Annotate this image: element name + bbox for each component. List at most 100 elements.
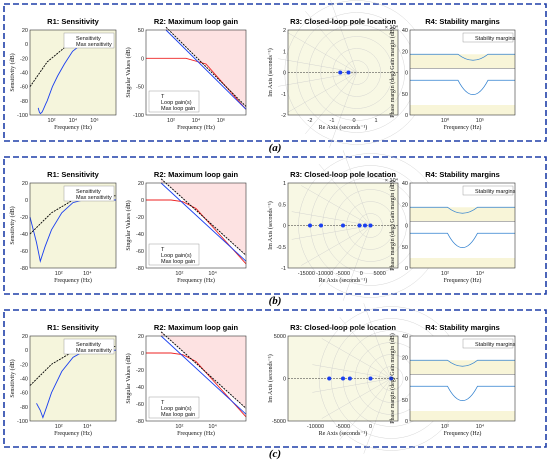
subplot-3: R3: Closed-loop pole location -10000 -5000… (267, 303, 464, 454)
y-tick-label: 0 (25, 198, 28, 204)
x-tick-label: -5000 (336, 424, 350, 430)
series-line (160, 178, 247, 256)
y-tick-label: 0 (283, 377, 286, 383)
pole-marker (308, 223, 312, 228)
subplot-2: R2: Maximum loop gain 10² 10⁴ 10⁶ 50 0 -50 -100… (125, 17, 247, 131)
grid-ring (308, 24, 405, 121)
x-axis-label: Frequency (Hz) (177, 124, 215, 131)
y-tick-label: 2 (283, 28, 286, 34)
legend-entry: Sensitivity (76, 36, 101, 42)
y-axis-label: Im Axis (seconds⁻¹) (267, 354, 274, 403)
y-tick-label: -0.5 (277, 245, 286, 251)
axes-frame (29, 29, 117, 116)
y-tick-label: -40 (20, 377, 28, 383)
y-tick-label: 20 (402, 202, 408, 208)
series-line (146, 57, 247, 110)
grid-ray (339, 317, 392, 379)
x-tick-label: 0 (360, 271, 363, 277)
subplot-4: R4: Stability margins 10² 10⁴ 40 20 0 50 0 Frequ… (389, 323, 516, 437)
pole-marker (341, 376, 345, 381)
legend-entry: Sensitivity (76, 342, 101, 348)
gain-band (410, 360, 515, 375)
pole-marker (368, 376, 373, 381)
subplot-4: R4: Stability margins 10² 10⁴ 40 20 0 50 0 Frequ… (389, 170, 516, 284)
y-tick-label: -60 (136, 249, 144, 255)
panel-caption: (b) (269, 295, 282, 307)
x-tick-label: 10² (48, 118, 56, 124)
grid-ring (332, 48, 381, 97)
chart-title: R4: Stability margins (425, 170, 500, 179)
chart-title: R1: Sensitivity (47, 170, 100, 179)
grid-ray (342, 225, 371, 301)
y-tick-label: -100 (17, 419, 28, 425)
axes-frame (29, 335, 117, 422)
x-tick-label: 5000 (374, 271, 386, 277)
chart-title: R1: Sensitivity (47, 17, 100, 26)
plot-background (410, 336, 515, 421)
y-tick-label: 0 (405, 224, 408, 230)
grid-ring (344, 60, 369, 85)
x-tick-label: -1 (330, 118, 335, 124)
legend-entry: Stability margins (475, 342, 516, 348)
phase-margin-line (410, 232, 515, 249)
y-tick-label: -40 (136, 232, 144, 238)
y-tick-label: 0 (283, 71, 286, 77)
y-axis-label: Singular Values (dB) (125, 47, 132, 97)
y-tick-label: 20 (402, 355, 408, 361)
x-axis-label: Frequency (Hz) (444, 430, 482, 437)
y-tick-label: -80 (20, 99, 28, 105)
legend-entry: Max loop gain (161, 259, 195, 265)
grid-ray (305, 72, 357, 134)
x-tick-label: -15000 (298, 271, 315, 277)
x-axis-label: Frequency (Hz) (444, 124, 482, 131)
gain-band (410, 207, 515, 222)
y-tick-label: 20 (22, 181, 28, 187)
y-tick-label: 0.5 (278, 202, 286, 208)
legend-box (462, 185, 514, 196)
x-tick-label: -10000 (316, 271, 333, 277)
chart-title: R2: Maximum loop gain (154, 170, 239, 179)
gain-margin-line (410, 206, 515, 214)
y-tick-label: 0 (405, 113, 408, 119)
x-tick-label: 0 (352, 118, 355, 124)
subplot-1: R1: Sensitivity 10² 10⁴ 20 0 -20 -40 -60 -80 -100… (9, 323, 117, 437)
y-axis-label: Singular Values (dB) (125, 200, 132, 250)
y-tick-label: -2 (281, 113, 286, 119)
pole-marker (357, 223, 362, 228)
y-axis-label: Phase margin (deg) Gain margin (dB) (389, 333, 396, 424)
legend-box (63, 338, 115, 355)
y-tick-label: -80 (20, 266, 28, 272)
x-tick-label: 10⁰ (441, 117, 450, 124)
grid-ray (321, 378, 392, 419)
y-tick-label: -60 (136, 402, 144, 408)
pole-marker (341, 223, 345, 228)
x-axis-label: Re Axis (seconds⁻¹) (319, 430, 368, 437)
legend-entry: T (161, 247, 165, 253)
legend-box (148, 396, 200, 419)
y-axis-label: Sensitivity (dB) (9, 206, 16, 244)
chart-title: R4: Stability margins (425, 17, 500, 26)
x-tick-label: 1 (374, 118, 377, 124)
grid-ray (287, 72, 357, 113)
grid-ray (277, 72, 357, 87)
phase-margin-line (410, 385, 515, 402)
y-tick-label: 0 (405, 419, 408, 425)
x-tick-label: -5000 (336, 271, 350, 277)
y-tick-label: -60 (20, 391, 28, 397)
y-axis-label: Phase margin (deg) Gain margin (dB) (389, 180, 396, 271)
y-axis-label: Im Axis (seconds⁻¹) (267, 48, 274, 97)
y-tick-label: 0 (405, 71, 408, 77)
axes-frame (145, 29, 247, 116)
x-tick-label: 10² (175, 424, 183, 430)
x-tick-label: 10⁴ (476, 270, 485, 277)
y-tick-label: -40 (136, 385, 144, 391)
grid-ray (318, 164, 371, 226)
x-tick-label: 10⁴ (476, 423, 485, 430)
axes-frame (287, 335, 399, 422)
series-line (165, 26, 247, 107)
x-axis-label: Re Axis (seconds⁻¹) (319, 124, 368, 131)
y-axis-label: Singular Values (dB) (125, 353, 132, 403)
axes-frame (409, 29, 516, 116)
x-axis-label: Frequency (Hz) (54, 277, 92, 284)
grid-ray (339, 378, 392, 440)
